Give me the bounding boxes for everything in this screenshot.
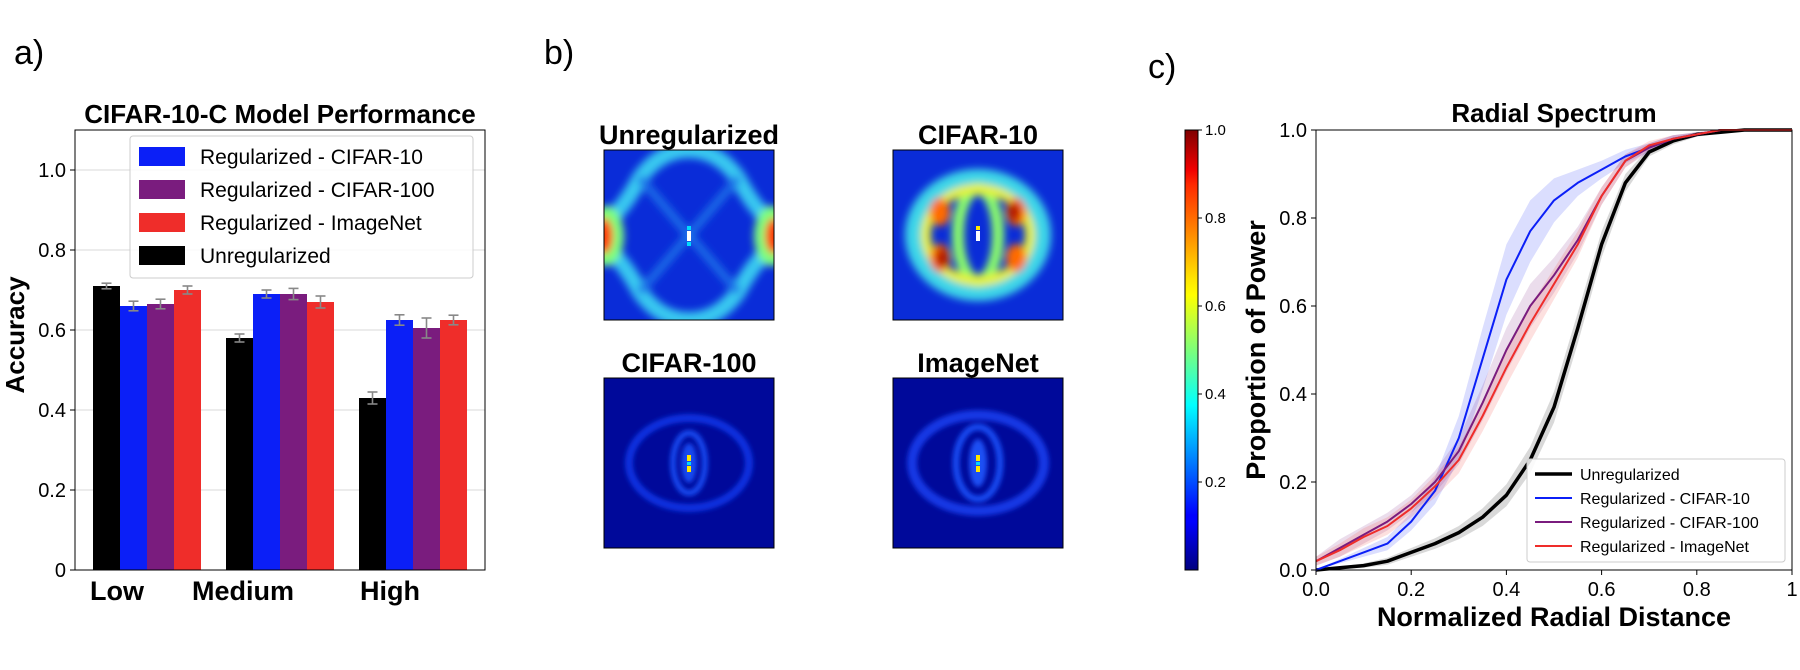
heatmap-title-cifar10: CIFAR-10 — [918, 120, 1038, 150]
legend-label-cifar100: Regularized - CIFAR-100 — [200, 179, 435, 202]
line-chart-title: Radial Spectrum — [1451, 98, 1656, 128]
bar-chart-ytick-label: 0.2 — [38, 480, 66, 502]
legend-label-cifar10: Regularized - CIFAR-10 — [1580, 491, 1750, 508]
heatmap-title-cifar100: CIFAR-100 — [621, 348, 756, 378]
legend-swatch-imagenet — [139, 213, 185, 232]
spectrum-heatmaps: Unregularized CIFAR-10 CIFAR-100 ImageNe… — [599, 120, 1064, 549]
panel-c-label: c) — [1148, 48, 1176, 86]
colorbar-tick-label: 1.0 — [1205, 122, 1226, 139]
legend-swatch-cifar100 — [139, 180, 185, 199]
heatmap-frame-cifar100 — [603, 377, 775, 549]
bar-chart-ytick-label: 0.6 — [38, 320, 66, 342]
line-chart-legend: Unregularized Regularized - CIFAR-10 Regul… — [1526, 458, 1786, 563]
line-chart-frame — [1315, 129, 1793, 571]
bar-cifar10-2 — [386, 320, 413, 570]
heatmap-cifar10 — [893, 150, 1063, 320]
line-chart-legend-box — [1526, 458, 1786, 563]
bar-cifar10-0 — [120, 306, 147, 570]
line-chart-ylabel: Proportion of Power — [1241, 220, 1271, 480]
line-chart-ytick-label: 0.6 — [1279, 296, 1307, 318]
line-chart-xtick-label: 1 — [1786, 579, 1797, 601]
bar-unreg-2 — [359, 398, 386, 570]
bar-chart-ytick-label: 0 — [55, 560, 66, 582]
legend-label-unreg: Unregularized — [200, 245, 331, 268]
bar-chart-yticks: 0 0.2 0.4 0.6 0.8 1.0 — [38, 160, 75, 582]
line-chart-ticks: 0.0 0.2 0.4 0.6 0.8 1.0 0.0 0.2 0.4 0.6 0.8 1 — [1279, 120, 1797, 601]
colorbar-tick-label: 0.2 — [1205, 474, 1226, 491]
line-chart-ytick-label: 1.0 — [1279, 120, 1307, 142]
line-chart-ytick-label: 0.8 — [1279, 208, 1307, 230]
legend-label-unreg: Unregularized — [1580, 467, 1680, 484]
legend-swatch-cifar10 — [139, 147, 185, 166]
line-chart-xtick-label: 0.8 — [1683, 579, 1711, 601]
band-cifar10 — [1316, 130, 1792, 570]
panel-a-label: a) — [14, 34, 44, 72]
line-imagenet — [1315, 129, 1792, 563]
legend-label-imagenet: Regularized - ImageNet — [200, 212, 422, 235]
colorbar-tick-label: 0.8 — [1205, 210, 1226, 227]
line-chart: Radial Spectrum Normalized Radial Distan… — [1241, 98, 1798, 632]
line-chart-xtick-label: 0.4 — [1492, 579, 1520, 601]
legend-label-cifar10: Regularized - CIFAR-10 — [200, 146, 423, 169]
heatmap-unregularized — [604, 150, 774, 320]
heatmap-cifar100 — [604, 378, 774, 548]
heatmap-frame-unregularized — [603, 149, 775, 321]
bar-cifar100-1 — [280, 294, 307, 570]
colorbar-gradient — [1184, 129, 1199, 571]
bar-chart-ytick-label: 1.0 — [38, 160, 66, 182]
heatmap-title-imagenet: ImageNet — [917, 348, 1039, 378]
line-chart-xlabel: Normalized Radial Distance — [1377, 602, 1731, 632]
bar-chart-categories: Low Medium High — [90, 576, 420, 606]
bar-chart-bars — [93, 282, 467, 570]
line-chart-xtick-label: 0.6 — [1588, 579, 1616, 601]
line-chart-lines — [1315, 128, 1792, 572]
colorbar-tick-label: 0.6 — [1205, 298, 1226, 315]
bar-cifar100-0 — [147, 304, 174, 570]
bar-imagenet-2 — [440, 320, 467, 570]
bar-chart-frame — [74, 129, 486, 571]
colorbar: 0.2 0.4 0.6 0.8 1.0 — [1184, 122, 1226, 571]
line-chart-xtick-label: 0.0 — [1302, 579, 1330, 601]
bar-unreg-1 — [226, 338, 253, 570]
line-chart-bands — [1316, 130, 1792, 570]
colorbar-ticks: 0.2 0.4 0.6 0.8 1.0 — [1198, 122, 1226, 491]
line-chart-ytick-label: 0.2 — [1279, 472, 1307, 494]
line-chart-ytick-label: 0.0 — [1279, 560, 1307, 582]
heatmap-frame-imagenet — [892, 377, 1064, 549]
bar-cifar100-2 — [413, 328, 440, 570]
line-chart-xtick-label: 0.2 — [1397, 579, 1425, 601]
heatmap-title-unregularized: Unregularized — [599, 120, 779, 150]
bar-chart-legend: Regularized - CIFAR-10 Regularized - CIFA… — [129, 135, 474, 279]
legend-label-imagenet: Regularized - ImageNet — [1580, 539, 1750, 556]
heatmap-imagenet — [893, 378, 1063, 548]
bar-chart-title: CIFAR-10-C Model Performance — [84, 99, 476, 129]
bar-chart: CIFAR-10-C Model Performance Accuracy 00… — [0, 99, 486, 606]
colorbar-tick-label: 0.4 — [1205, 386, 1226, 403]
bar-unreg-0 — [93, 286, 120, 570]
legend-swatch-unreg — [139, 246, 185, 265]
bar-imagenet-1 — [307, 302, 334, 570]
legend-label-cifar100: Regularized - CIFAR-100 — [1580, 515, 1759, 532]
bar-chart-category-label: Medium — [192, 576, 294, 606]
bar-chart-category-label: Low — [90, 576, 145, 606]
bar-chart-ytick-label: 0.4 — [38, 400, 66, 422]
bar-chart-legend-box — [129, 135, 474, 279]
bar-imagenet-0 — [174, 290, 201, 570]
panel-b-label: b) — [544, 34, 574, 72]
bar-chart-ytick-label: 0.8 — [38, 240, 66, 262]
bar-cifar10-1 — [253, 294, 280, 570]
bar-chart-category-label: High — [360, 576, 420, 606]
bar-chart-ylabel: Accuracy — [0, 276, 30, 394]
line-unreg — [1315, 128, 1792, 572]
line-chart-ytick-label: 0.4 — [1279, 384, 1307, 406]
heatmap-frame-cifar10 — [892, 149, 1064, 321]
